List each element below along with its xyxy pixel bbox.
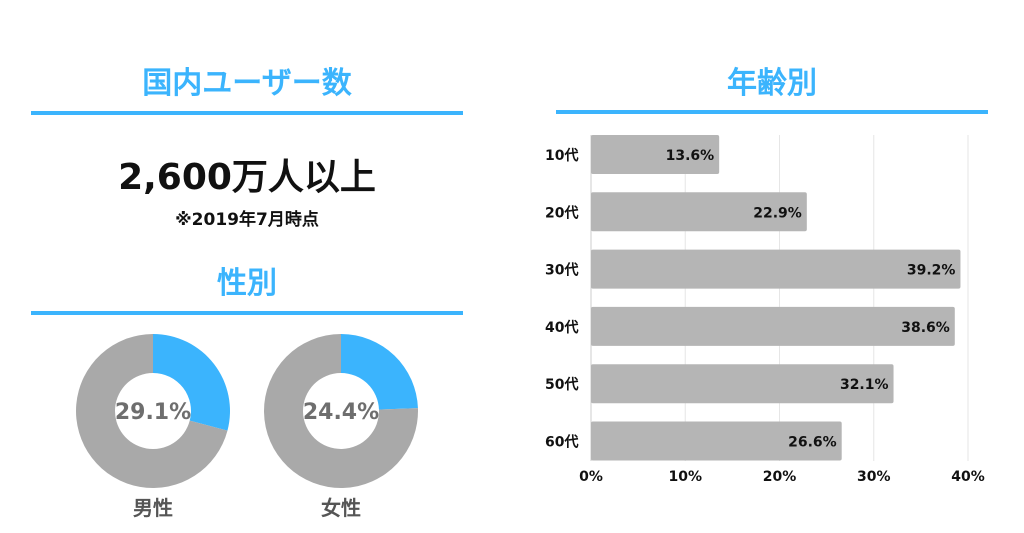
category-label: 30代 — [545, 262, 578, 279]
gender-heading: 性別 — [217, 266, 277, 301]
users-note: ※2019年7月時点 — [175, 210, 319, 230]
donut-center-label: 24.4% — [303, 400, 379, 425]
age-divider — [556, 110, 988, 114]
data-label: 38.6% — [901, 320, 950, 336]
users-value: 2,600万人以上 — [118, 157, 376, 198]
x-tick-label: 40% — [951, 469, 985, 485]
data-label: 13.6% — [666, 148, 715, 164]
gender-divider — [31, 311, 463, 315]
x-tick-label: 20% — [763, 469, 797, 485]
bar — [591, 421, 842, 461]
male-donut: 29.1% — [76, 334, 231, 488]
bar — [591, 306, 955, 346]
donut-slice — [153, 334, 231, 431]
category-label: 10代 — [545, 147, 578, 164]
donut-slice — [341, 334, 418, 410]
bar — [591, 135, 720, 174]
x-tick-label: 30% — [857, 469, 891, 485]
bar — [591, 364, 894, 404]
users-divider — [31, 111, 463, 115]
age-heading: 年齢別 — [727, 66, 817, 101]
category-label: 40代 — [545, 319, 578, 336]
data-label: 26.6% — [788, 435, 837, 451]
data-label: 32.1% — [840, 377, 889, 393]
users-heading: 国内ユーザー数 — [142, 66, 352, 101]
male-label: 男性 — [133, 496, 173, 520]
donut-slice — [76, 334, 228, 488]
category-label: 60代 — [545, 434, 578, 451]
x-tick-label: 10% — [668, 469, 702, 485]
donut-center-label: 29.1% — [115, 400, 191, 425]
category-label: 20代 — [545, 204, 578, 221]
female-donut: 24.4% — [264, 334, 418, 488]
category-label: 50代 — [545, 376, 578, 393]
data-label: 22.9% — [753, 205, 802, 221]
gender-donuts: 29.1% 24.4% — [76, 334, 418, 488]
donut-slice — [264, 334, 418, 488]
data-label: 39.2% — [907, 263, 956, 279]
x-tick-label: 0% — [579, 469, 603, 485]
female-label: 女性 — [321, 496, 361, 520]
bar — [591, 192, 807, 232]
bar — [591, 249, 961, 289]
